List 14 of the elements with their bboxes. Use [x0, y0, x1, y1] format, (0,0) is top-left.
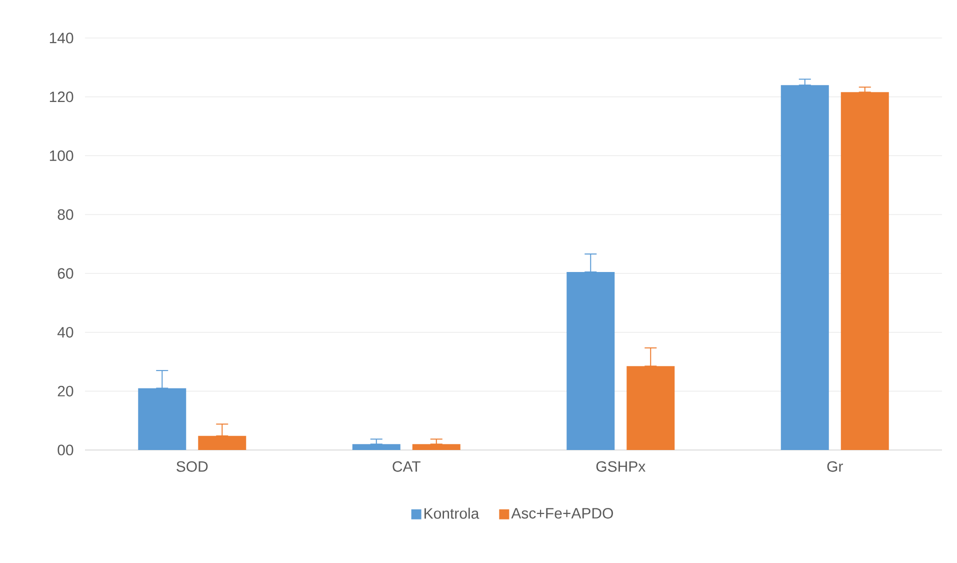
y-tick-label: 40 — [57, 326, 74, 338]
x-tick-label: CAT — [392, 461, 420, 472]
y-tick-label: 120 — [50, 92, 74, 102]
y-tick-label: 00 — [58, 444, 74, 456]
y-tick-label: 60 — [58, 268, 74, 279]
y-tick-label: 140 — [50, 32, 74, 44]
y-tick-label: 100 — [50, 150, 74, 162]
x-tick-label: GSHPx — [596, 461, 646, 472]
y-tick-label: 80 — [58, 209, 74, 220]
x-tick-label: Gr — [827, 461, 843, 472]
x-tick-label: SOD — [176, 461, 208, 472]
y-tick-label: 20 — [58, 386, 74, 396]
legend-label: Asc+Fe+APDO — [511, 508, 613, 519]
legend-label: Kontrola — [424, 508, 480, 519]
